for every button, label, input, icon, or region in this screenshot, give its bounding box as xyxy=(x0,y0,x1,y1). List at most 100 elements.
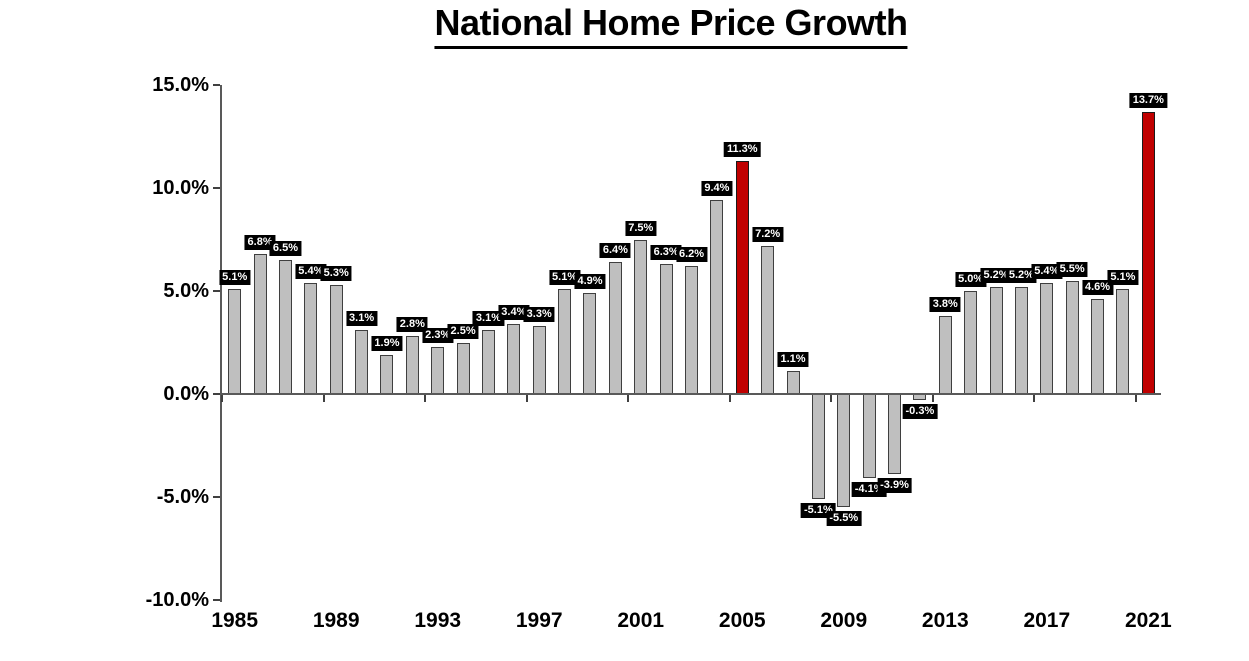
bar-2000 xyxy=(608,262,622,394)
bar-2020 xyxy=(1116,288,1130,394)
bar-1996 xyxy=(507,323,521,394)
data-label-2001: 7.5% xyxy=(625,220,657,236)
x-axis-tick xyxy=(1033,395,1036,402)
data-label-2007: 1.1% xyxy=(777,352,809,368)
bar-2008 xyxy=(811,394,825,500)
bar-2009 xyxy=(837,394,851,508)
data-label-2003: 6.2% xyxy=(675,247,708,263)
data-label-2000: 6.4% xyxy=(599,243,631,259)
x-tick-label: 2001 xyxy=(617,609,665,632)
data-label-2005: 11.3% xyxy=(723,142,761,158)
data-label-1996: 3.4% xyxy=(498,304,530,320)
data-label-1991: 1.9% xyxy=(371,335,403,351)
data-label-2004: 9.4% xyxy=(701,181,733,197)
data-label-2016: 5.2% xyxy=(1005,267,1037,283)
x-axis-tick xyxy=(424,395,427,402)
data-label-1993: 2.3% xyxy=(422,327,454,343)
y-tick-label: 5.0% xyxy=(163,280,209,302)
data-label-1986: 6.8% xyxy=(244,234,276,250)
x-axis-tick xyxy=(830,395,833,402)
bar-2017 xyxy=(1040,282,1054,394)
data-label-2015: 5.2% xyxy=(980,267,1012,283)
bar-1992 xyxy=(405,336,419,394)
data-label-2012: -0.3% xyxy=(902,404,938,420)
bar-1985 xyxy=(228,288,242,394)
bar-1990 xyxy=(355,330,369,394)
x-axis-tick xyxy=(525,395,528,402)
bar-1986 xyxy=(253,253,267,394)
x-tick-label: 1997 xyxy=(515,609,563,632)
bar-1988 xyxy=(304,282,318,394)
x-tick-label: 2021 xyxy=(1124,609,1172,632)
y-axis xyxy=(220,85,222,602)
bar-1997 xyxy=(532,326,546,394)
bar-1993 xyxy=(431,346,445,394)
y-tick-label: 10.0% xyxy=(152,177,209,199)
bar-2002 xyxy=(659,264,673,394)
bar-2016 xyxy=(1014,286,1028,394)
bar-2015 xyxy=(989,286,1003,394)
y-axis-tick xyxy=(213,496,220,498)
bar-1991 xyxy=(380,354,394,394)
data-label-2019: 4.6% xyxy=(1082,280,1114,296)
bar-2001 xyxy=(634,239,648,394)
data-label-2014: 5.0% xyxy=(955,272,987,287)
data-label-2006: 7.2% xyxy=(752,226,784,242)
y-tick-label: 0.0% xyxy=(163,383,209,405)
bar-1995 xyxy=(481,330,495,394)
data-label-2018: 5.5% xyxy=(1056,261,1088,277)
x-tick-label: 2013 xyxy=(921,609,969,632)
data-label-2002: 6.3% xyxy=(650,245,682,261)
bar-2010 xyxy=(862,394,876,479)
bar-1998 xyxy=(558,288,572,394)
data-label-1998: 5.1% xyxy=(549,269,581,285)
x-tick-label: 2005 xyxy=(718,609,766,632)
bar-2004 xyxy=(710,200,724,394)
data-label-1987: 6.5% xyxy=(269,241,301,257)
x-axis-tick xyxy=(931,395,934,402)
chart-title: National Home Price Growth xyxy=(434,2,908,49)
data-label-1990: 3.1% xyxy=(346,311,378,327)
data-label-2021: 13.7% xyxy=(1129,92,1167,108)
bar-1987 xyxy=(278,260,292,394)
y-axis-tick xyxy=(213,187,220,189)
x-axis-tick xyxy=(322,395,325,402)
bar-1994 xyxy=(456,342,470,394)
x-axis xyxy=(222,393,1161,395)
x-axis-tick xyxy=(221,395,223,402)
bar-1989 xyxy=(329,284,343,394)
bar-2006 xyxy=(761,245,775,394)
y-tick-label: -5.0% xyxy=(156,486,209,508)
bar-2007 xyxy=(786,371,800,394)
data-label-2020: 5.1% xyxy=(1107,269,1139,285)
y-axis-tick xyxy=(213,393,220,395)
y-axis-tick xyxy=(213,599,220,601)
x-axis-tick xyxy=(728,395,731,402)
x-tick-label: 1985 xyxy=(211,609,259,632)
data-label-1988: 5.4% xyxy=(295,263,327,279)
x-axis-tick xyxy=(627,395,630,402)
x-tick-label: 1989 xyxy=(312,609,360,632)
data-label-1985: 5.1% xyxy=(219,269,251,285)
y-tick-label: -10.0% xyxy=(145,589,209,611)
bar-2018 xyxy=(1065,280,1079,394)
bar-2019 xyxy=(1091,299,1105,394)
data-label-1999: 4.9% xyxy=(574,274,606,290)
data-label-1995: 3.1% xyxy=(472,311,505,327)
data-label-1997: 3.3% xyxy=(523,307,555,323)
bar-2011 xyxy=(888,394,902,475)
y-tick-label: 15.0% xyxy=(152,74,209,96)
bar-2021 xyxy=(1141,111,1155,394)
bar-2013 xyxy=(938,315,952,394)
data-label-1989: 5.3% xyxy=(320,265,352,281)
x-tick-label: 2009 xyxy=(820,609,868,632)
x-axis-tick xyxy=(1134,395,1137,402)
data-label-1994: 2.5% xyxy=(447,323,479,339)
x-tick-label: 1993 xyxy=(414,609,462,632)
data-label-2011: -3.9% xyxy=(877,478,912,494)
data-label-2013: 3.8% xyxy=(929,296,961,312)
bar-2003 xyxy=(685,266,698,394)
y-axis-tick xyxy=(213,290,220,292)
y-axis-tick xyxy=(213,84,220,86)
